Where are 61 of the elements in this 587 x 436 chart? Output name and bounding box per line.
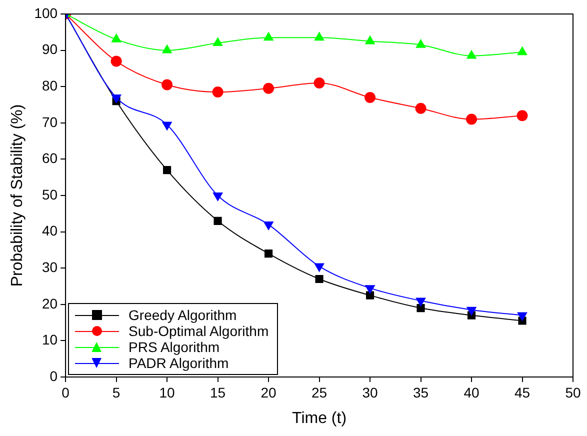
- point: [162, 79, 173, 90]
- y-axis-title: Probability of Stability (%): [9, 104, 26, 287]
- y-tick-label: 90: [42, 41, 58, 58]
- point: [214, 216, 222, 225]
- point: [516, 110, 528, 122]
- y-tick-label: 30: [42, 258, 58, 275]
- y-tick-label: 40: [42, 222, 58, 239]
- y-tick-label: 50: [42, 186, 58, 202]
- x-tick-label: 35: [412, 384, 429, 400]
- y-tick-label: 0: [50, 368, 58, 384]
- point: [416, 298, 426, 306]
- point: [364, 92, 376, 103]
- legend-label: Sub-Optimal Algorithm: [128, 323, 269, 339]
- point: [416, 304, 425, 312]
- point: [163, 166, 172, 174]
- x-tick-label: 50: [565, 384, 581, 400]
- point: [162, 44, 172, 54]
- point: [212, 86, 224, 98]
- point: [111, 94, 122, 103]
- point: [162, 122, 172, 130]
- point: [315, 274, 324, 284]
- y-tick-label: 20: [42, 295, 58, 312]
- y-tick-label: 70: [42, 114, 58, 130]
- point: [466, 50, 476, 59]
- y-tick-label: 60: [42, 150, 58, 166]
- point: [416, 39, 426, 48]
- legend-label: PADR Algorithm: [128, 355, 229, 371]
- point: [212, 192, 223, 201]
- y-tick-label: 100: [34, 4, 58, 21]
- y-tick-label: 80: [42, 77, 58, 94]
- point: [366, 291, 374, 300]
- legend-label: Greedy Algorithm: [128, 307, 237, 323]
- y-tick-label: 10: [42, 332, 58, 348]
- point: [517, 46, 528, 56]
- point: [466, 114, 478, 125]
- x-tick-label: 25: [311, 384, 328, 400]
- point: [314, 32, 324, 41]
- point: [111, 34, 122, 42]
- x-tick-label: 40: [464, 384, 480, 400]
- x-tick-label: 30: [362, 384, 378, 400]
- point: [365, 36, 375, 44]
- x-axis-title: Time (t): [292, 410, 347, 427]
- x-tick-label: 0: [62, 384, 70, 400]
- x-tick-label: 20: [260, 384, 277, 400]
- point: [365, 285, 375, 294]
- x-tick-label: 15: [210, 384, 226, 400]
- point: [264, 222, 274, 230]
- point: [466, 306, 476, 316]
- point: [517, 312, 528, 321]
- point: [264, 250, 273, 258]
- x-tick-label: 5: [112, 384, 120, 400]
- point: [263, 82, 274, 94]
- point: [212, 38, 223, 46]
- x-tick-label: 10: [159, 384, 176, 400]
- x-tick-label: 45: [514, 384, 530, 400]
- point: [314, 263, 324, 272]
- legend-label: PRS Algorithm: [128, 339, 220, 355]
- point: [264, 32, 274, 41]
- point: [110, 56, 122, 67]
- point: [415, 102, 426, 114]
- point: [314, 77, 325, 88]
